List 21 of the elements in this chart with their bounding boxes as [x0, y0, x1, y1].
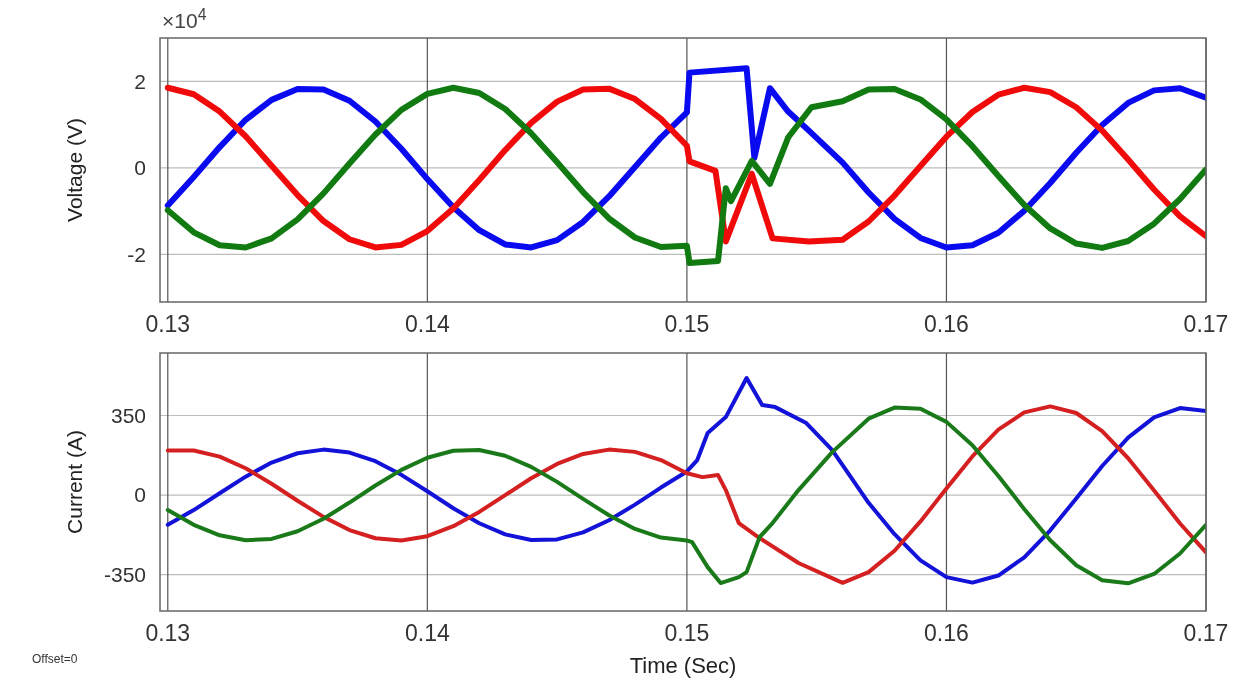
text: Offset=0	[32, 652, 78, 666]
x-tick-label: 0.13	[145, 620, 191, 646]
x-tick-label: 0.13	[145, 311, 191, 337]
y-tick-label: -350	[103, 562, 146, 586]
x-tick-label: 0.15	[664, 311, 710, 337]
y-tick-label: 0	[134, 156, 146, 180]
x-tick-label: 0.17	[1183, 311, 1229, 337]
x-tick-label: 0.14	[404, 311, 450, 337]
y-axis-title: Voltage (V)	[63, 118, 86, 222]
x-axis-title: Time (Sec)	[629, 653, 737, 678]
x-tick-label: 0.17	[1183, 620, 1229, 646]
y-tick-label: 0	[134, 483, 146, 507]
x-tick-label: 0.15	[664, 620, 710, 646]
x-tick-label: 0.16	[924, 620, 969, 646]
y-tick-label: 2	[134, 69, 146, 93]
x-tick-label: 0.14	[404, 620, 450, 646]
y-tick-label: 350	[110, 403, 146, 427]
text: ×10$^{4}$	[162, 5, 207, 32]
y-axis-title: Current (A)	[63, 430, 86, 534]
x-tick-label: 0.16	[924, 311, 969, 337]
y-tick-label: -2	[127, 242, 146, 266]
